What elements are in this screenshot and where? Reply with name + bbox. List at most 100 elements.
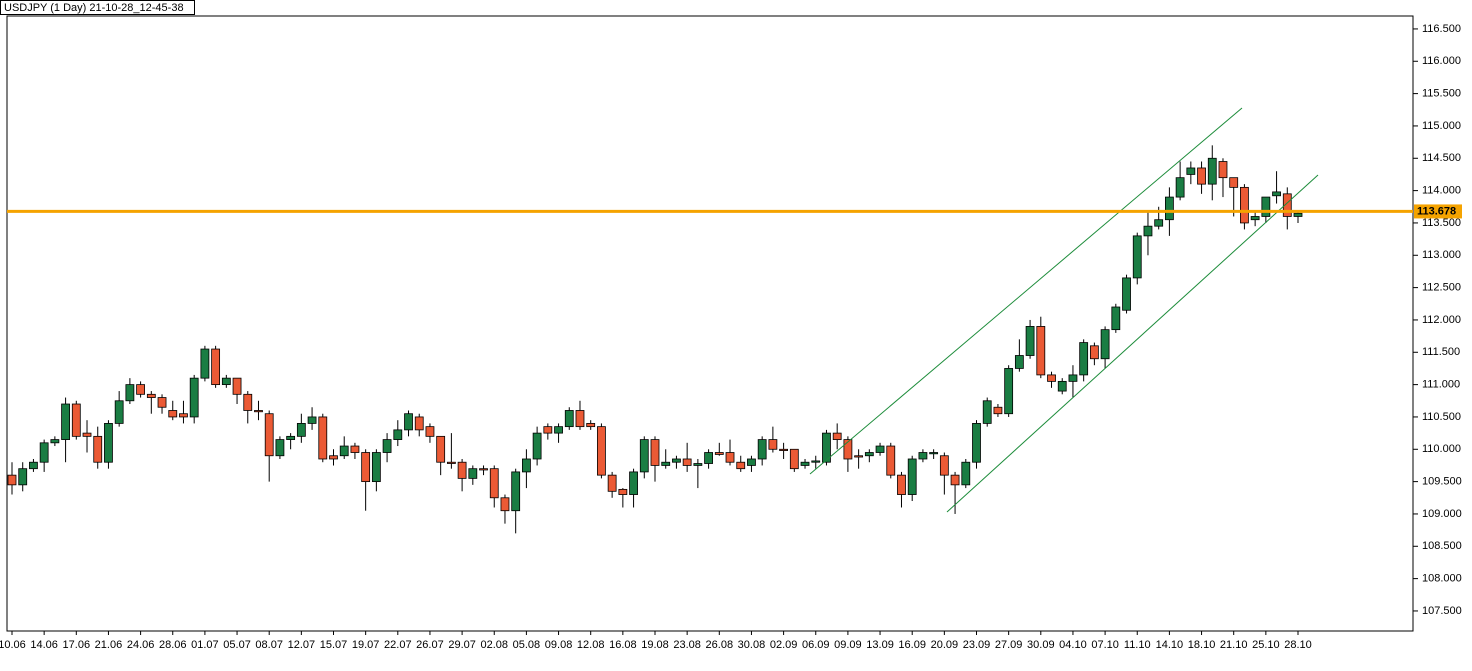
candle-body [672,458,681,463]
candle-body [897,474,906,495]
x-tick-label: 07.10 [1091,639,1119,651]
candle-body [254,410,263,413]
x-tick-label: 15.07 [320,639,348,651]
y-tick-label: 109.500 [1422,476,1462,488]
x-tick-label: 21.10 [1220,639,1248,651]
x-tick-label: 01.07 [191,639,219,651]
candle-body [832,432,842,440]
candle-body [189,377,199,418]
candle-body [1229,177,1239,188]
candle-body [1218,161,1228,179]
y-tick-label: 108.000 [1422,573,1462,585]
candle-body [382,439,392,453]
x-tick-label: 30.08 [738,639,766,651]
candle-body [929,452,939,455]
candle-body [554,426,563,434]
candle-body [811,460,821,463]
candle-body [704,452,713,464]
x-tick-label: 24.06 [127,639,155,651]
y-tick-label: 113.000 [1422,249,1461,261]
x-tick-label: 29.07 [448,639,476,651]
y-tick-label: 114.500 [1422,152,1461,164]
x-tick-label: 14.10 [1156,639,1184,651]
candle-body [468,468,478,479]
plot-frame [6,15,1414,632]
candle-body [1197,167,1206,185]
x-tick-label: 09.08 [545,639,573,651]
candle-body [39,442,49,463]
candle-body [543,426,553,434]
candle-body [1111,306,1121,331]
candle-body [275,439,285,457]
price-label: 113.678 [1417,205,1456,217]
candle-body [93,435,103,463]
candle-body [822,432,831,463]
x-tick-label: 28.10 [1284,639,1312,651]
y-tick-label: 113.500 [1422,217,1461,229]
x-tick-label: 05.08 [513,639,541,651]
candle-body [318,416,328,460]
candle-body [29,461,38,470]
x-tick-label: 19.07 [352,639,380,651]
candle-body [586,423,596,428]
candle-body [211,348,221,386]
candle-body [232,377,242,395]
candle-body [725,452,735,463]
candle-body [789,448,799,470]
x-tick-label: 13.09 [866,639,894,651]
x-tick-label: 28.06 [159,639,187,651]
candle-body [1089,345,1099,360]
candle-body [1293,212,1303,217]
candle-body [286,435,296,440]
y-tick-label: 110.000 [1422,443,1461,455]
candle-body [61,403,70,440]
candle-body [1165,196,1174,221]
candle-body [296,423,306,437]
candle-body [1047,374,1056,382]
candle-body [532,432,542,460]
candle-body [1132,235,1142,279]
candle-body [146,393,156,398]
candle-body [575,410,585,428]
candle-body [1079,342,1089,376]
channel-upper [809,107,1243,475]
x-tick-label: 10.06 [0,639,26,651]
y-tick-label: 107.500 [1422,605,1462,617]
x-tick-label: 26.07 [416,639,444,651]
candle-body [457,461,467,479]
x-tick-label: 20.09 [931,639,959,651]
candle-body [961,461,971,486]
y-tick-label: 112.000 [1422,314,1461,326]
x-tick-label: 23.08 [673,639,701,651]
x-tick-label: 18.10 [1188,639,1216,651]
y-tick-label: 112.500 [1422,282,1461,294]
candle-body [693,463,703,466]
candle-body [768,439,778,450]
x-tick-label: 11.10 [1124,639,1151,651]
candle-body [1175,177,1185,198]
candle-body [1207,157,1217,185]
candle-body [1014,355,1024,369]
candle-body [104,423,113,463]
candle-body [221,377,231,386]
candle-body [200,348,210,379]
candle-body [650,439,660,466]
candle-body [714,452,724,455]
candle-body [329,455,338,460]
price-label-box [1414,204,1462,219]
candle-body [425,426,435,437]
candle-body [886,445,896,476]
candle-body [618,488,628,495]
candle-body [854,455,864,458]
candle-body [1057,380,1067,392]
candle-body [71,403,81,437]
candle-body [1240,186,1249,224]
candle-body [179,413,188,418]
chart-title: USDJPY (1 Day) 21-10-28_12-45-38 [4,2,184,14]
candle-body [757,439,767,460]
candle-body [114,400,124,424]
candle-body [918,452,928,460]
marks [7,145,1303,534]
